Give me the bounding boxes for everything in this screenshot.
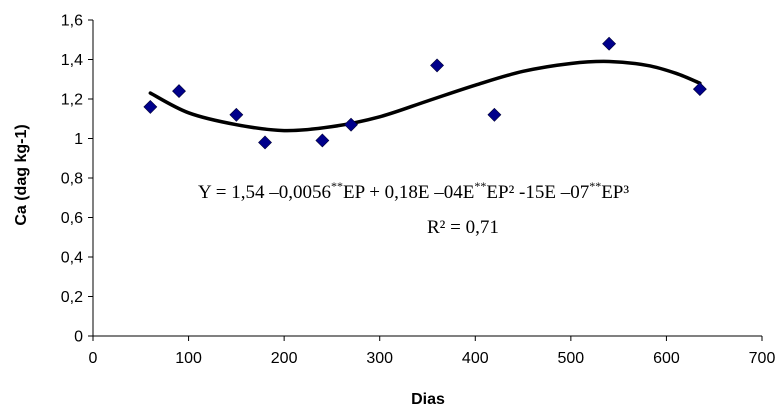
trend-line-group <box>148 59 702 133</box>
y-axis-title: Ca (dag kg-1) <box>13 124 30 225</box>
y-tick-label: 0,2 <box>61 289 83 306</box>
data-point <box>258 135 272 150</box>
axes <box>88 19 763 341</box>
significance-mark: ** <box>331 179 343 193</box>
trend-line <box>148 59 702 133</box>
equation-part: EP + 0,18E –04E <box>343 182 474 203</box>
y-tick-label: 0,4 <box>61 250 83 267</box>
data-point <box>315 133 330 148</box>
data-points <box>143 36 707 150</box>
equation-part: EP² -15E –07 <box>486 182 589 203</box>
data-point <box>602 36 617 51</box>
significance-mark: ** <box>589 179 601 193</box>
x-tick-label: 200 <box>271 350 298 367</box>
x-tick-label: 500 <box>558 350 585 367</box>
equation-part: EP³ <box>601 182 629 203</box>
data-point <box>430 58 444 73</box>
data-point <box>344 117 358 132</box>
y-tick-label: 1,4 <box>61 52 83 69</box>
x-tick-label: 0 <box>89 350 98 367</box>
y-tick-label: 0,8 <box>61 171 83 188</box>
tick-labels: 0 0,2 0,4 0,6 0,8 1 1,2 1,4 1,6 0 100 200 300 400 500 6… <box>61 13 776 368</box>
x-tick-label: 300 <box>366 350 393 367</box>
y-tick-label: 1 <box>74 131 83 148</box>
x-axis-title: Dias <box>411 391 445 408</box>
y-tick-label: 1,6 <box>61 13 83 30</box>
data-point <box>172 84 186 99</box>
x-tick-label: 700 <box>749 350 776 367</box>
x-tick-label: 600 <box>653 350 680 367</box>
regression-equation: Y = 1,54 –0,0056**EP + 0,18E –04E**EP² -… <box>198 179 629 203</box>
x-tick-label: 100 <box>175 350 202 367</box>
significance-mark: ** <box>474 179 486 193</box>
data-point <box>143 99 158 114</box>
y-tick-label: 0,6 <box>61 210 83 227</box>
r-squared-label: R² = 0,71 <box>427 217 499 238</box>
y-tick-label: 0 <box>74 329 83 346</box>
y-tick-label: 1,2 <box>61 92 83 109</box>
equation-part: Y = 1,54 –0,0056 <box>198 182 331 203</box>
data-point <box>692 82 707 97</box>
data-point <box>229 107 244 122</box>
x-tick-label: 400 <box>462 350 489 367</box>
data-point <box>487 107 502 122</box>
